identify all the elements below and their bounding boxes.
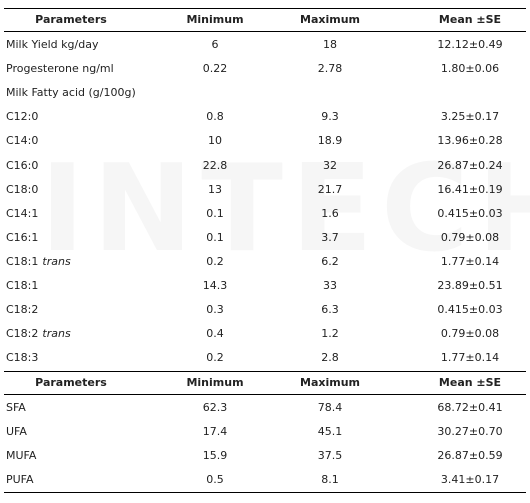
cell: 0.22 [202, 62, 228, 76]
cell: 1.77±0.14 [440, 254, 500, 268]
cell: 0.79±0.08 [440, 327, 500, 341]
cell: 1.6 [321, 206, 339, 220]
cell: 33 [323, 279, 337, 292]
cell: 6.3 [321, 303, 339, 317]
row-label: C18:1 trans [6, 250, 176, 274]
row-label: C14:0 [6, 134, 39, 148]
cell: 0.2 [206, 351, 224, 365]
rule [4, 492, 526, 493]
cell: 0.4 [206, 327, 224, 341]
cell: 0.1 [206, 206, 224, 220]
cell: 18.9 [317, 134, 343, 148]
rule [4, 8, 526, 9]
row-label: UFA [6, 425, 27, 439]
cell: 45.1 [317, 425, 343, 439]
label-text: C18:1 [6, 254, 39, 268]
cell: 30.27±0.70 [437, 425, 503, 439]
cell: 37.5 [317, 449, 343, 463]
header-cell: Mean ±SE [438, 13, 502, 26]
cell: 32 [323, 158, 337, 172]
row-label: MUFA [6, 449, 37, 463]
label-italic: trans [42, 254, 71, 268]
header-cell: Parameters [35, 13, 107, 26]
label-text: C18:2 [6, 327, 39, 341]
cell: 0.5 [206, 473, 224, 487]
header-cell: Maximum [300, 13, 360, 26]
row-label: Milk Yield kg/day [6, 38, 99, 51]
row-label: C18:1 [6, 279, 39, 292]
cell: 6.2 [321, 254, 339, 268]
header-cell: Maximum [300, 376, 360, 389]
cell: 0.415±0.03 [437, 303, 503, 317]
cell: 8.1 [321, 473, 339, 487]
row-label: C18:0 [6, 182, 39, 196]
row-label: C16:1 [6, 230, 39, 244]
label-italic: trans [42, 327, 71, 341]
cell: 26.87±0.24 [437, 158, 503, 172]
rule [4, 371, 526, 372]
cell: 1.2 [321, 327, 339, 341]
cell: 26.87±0.59 [437, 449, 503, 463]
cell: 3.25±0.17 [440, 110, 500, 124]
header-cell: Minimum [186, 376, 244, 389]
row-label: SFA [6, 401, 26, 414]
cell: 1.77±0.14 [440, 351, 500, 365]
rule [4, 394, 526, 395]
header-cell: Parameters [35, 376, 107, 389]
cell: 1.80±0.06 [440, 62, 500, 76]
cell: 13 [208, 182, 222, 196]
cell: 0.2 [206, 254, 224, 268]
cell: 62.3 [202, 401, 228, 414]
cell: 6 [211, 38, 219, 51]
header-cell: Minimum [186, 13, 244, 26]
row-label: Progesterone ng/ml [6, 62, 114, 76]
cell: 18 [323, 38, 337, 51]
cell: 3.7 [321, 230, 339, 244]
cell: 0.79±0.08 [440, 230, 500, 244]
cell: 0.1 [206, 230, 224, 244]
cell: 23.89±0.51 [437, 279, 503, 292]
rule [4, 31, 526, 32]
cell: 15.9 [202, 449, 228, 463]
row-label: PUFA [6, 473, 34, 487]
cell: 0.415±0.03 [437, 206, 503, 220]
cell: 9.3 [321, 110, 339, 124]
header-cell: Mean ±SE [438, 376, 502, 389]
cell: 21.7 [317, 182, 343, 196]
row-label: Milk Fatty acid (g/100g) [6, 86, 136, 100]
row-label: C14:1 [6, 206, 39, 220]
cell: 12.12±0.49 [437, 38, 503, 51]
cell: 68.72±0.41 [437, 401, 503, 414]
cell: 22.8 [202, 158, 228, 172]
row-label: C18:2 trans [6, 322, 176, 346]
cell: 17.4 [202, 425, 228, 439]
cell: 2.8 [321, 351, 339, 365]
row-label: C18:2 [6, 303, 39, 317]
cell: 16.41±0.19 [437, 182, 503, 196]
cell: 0.8 [206, 110, 224, 124]
cell: 14.3 [202, 279, 228, 292]
row-label: C18:3 [6, 351, 39, 365]
cell: 0.3 [206, 303, 224, 317]
row-label: C12:0 [6, 110, 39, 124]
row-label: C16:0 [6, 158, 39, 172]
cell: 78.4 [317, 401, 343, 414]
cell: 13.96±0.28 [437, 134, 503, 148]
cell: 3.41±0.17 [440, 473, 500, 487]
cell: 2.78 [317, 62, 343, 76]
cell: 10 [208, 134, 222, 148]
